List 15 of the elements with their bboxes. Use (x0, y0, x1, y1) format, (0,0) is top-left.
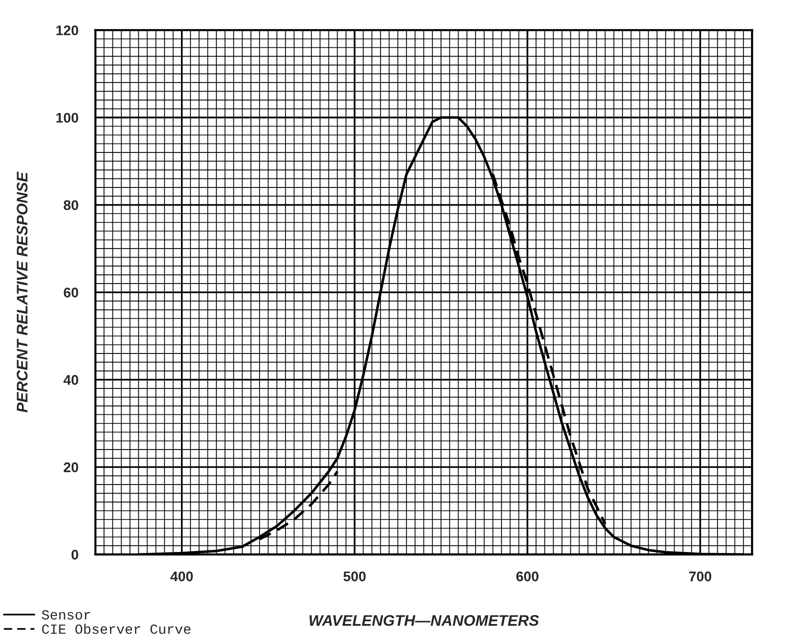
y-tick-label: 100 (56, 112, 78, 123)
x-tick-label: 600 (516, 572, 538, 582)
legend-label: CIE Observer Curve (42, 624, 190, 634)
y-tick-label: 0 (72, 550, 78, 560)
y-tick-label: 60 (64, 288, 78, 298)
y-axis-title: PERCENT RELATIVE RESPONSE (16, 172, 28, 412)
y-tick-label: 20 (64, 462, 78, 472)
x-tick-label: 500 (343, 572, 366, 582)
y-tick-label: 120 (56, 25, 78, 36)
x-tick-label: 700 (689, 572, 712, 582)
y-tick-label: 80 (64, 200, 78, 210)
legend-label: Sensor (42, 610, 90, 620)
x-tick-label: 400 (170, 572, 193, 582)
y-tick-label: 40 (63, 375, 78, 385)
x-axis-title: WAVELENGTH—NANOMETERS (310, 615, 539, 626)
